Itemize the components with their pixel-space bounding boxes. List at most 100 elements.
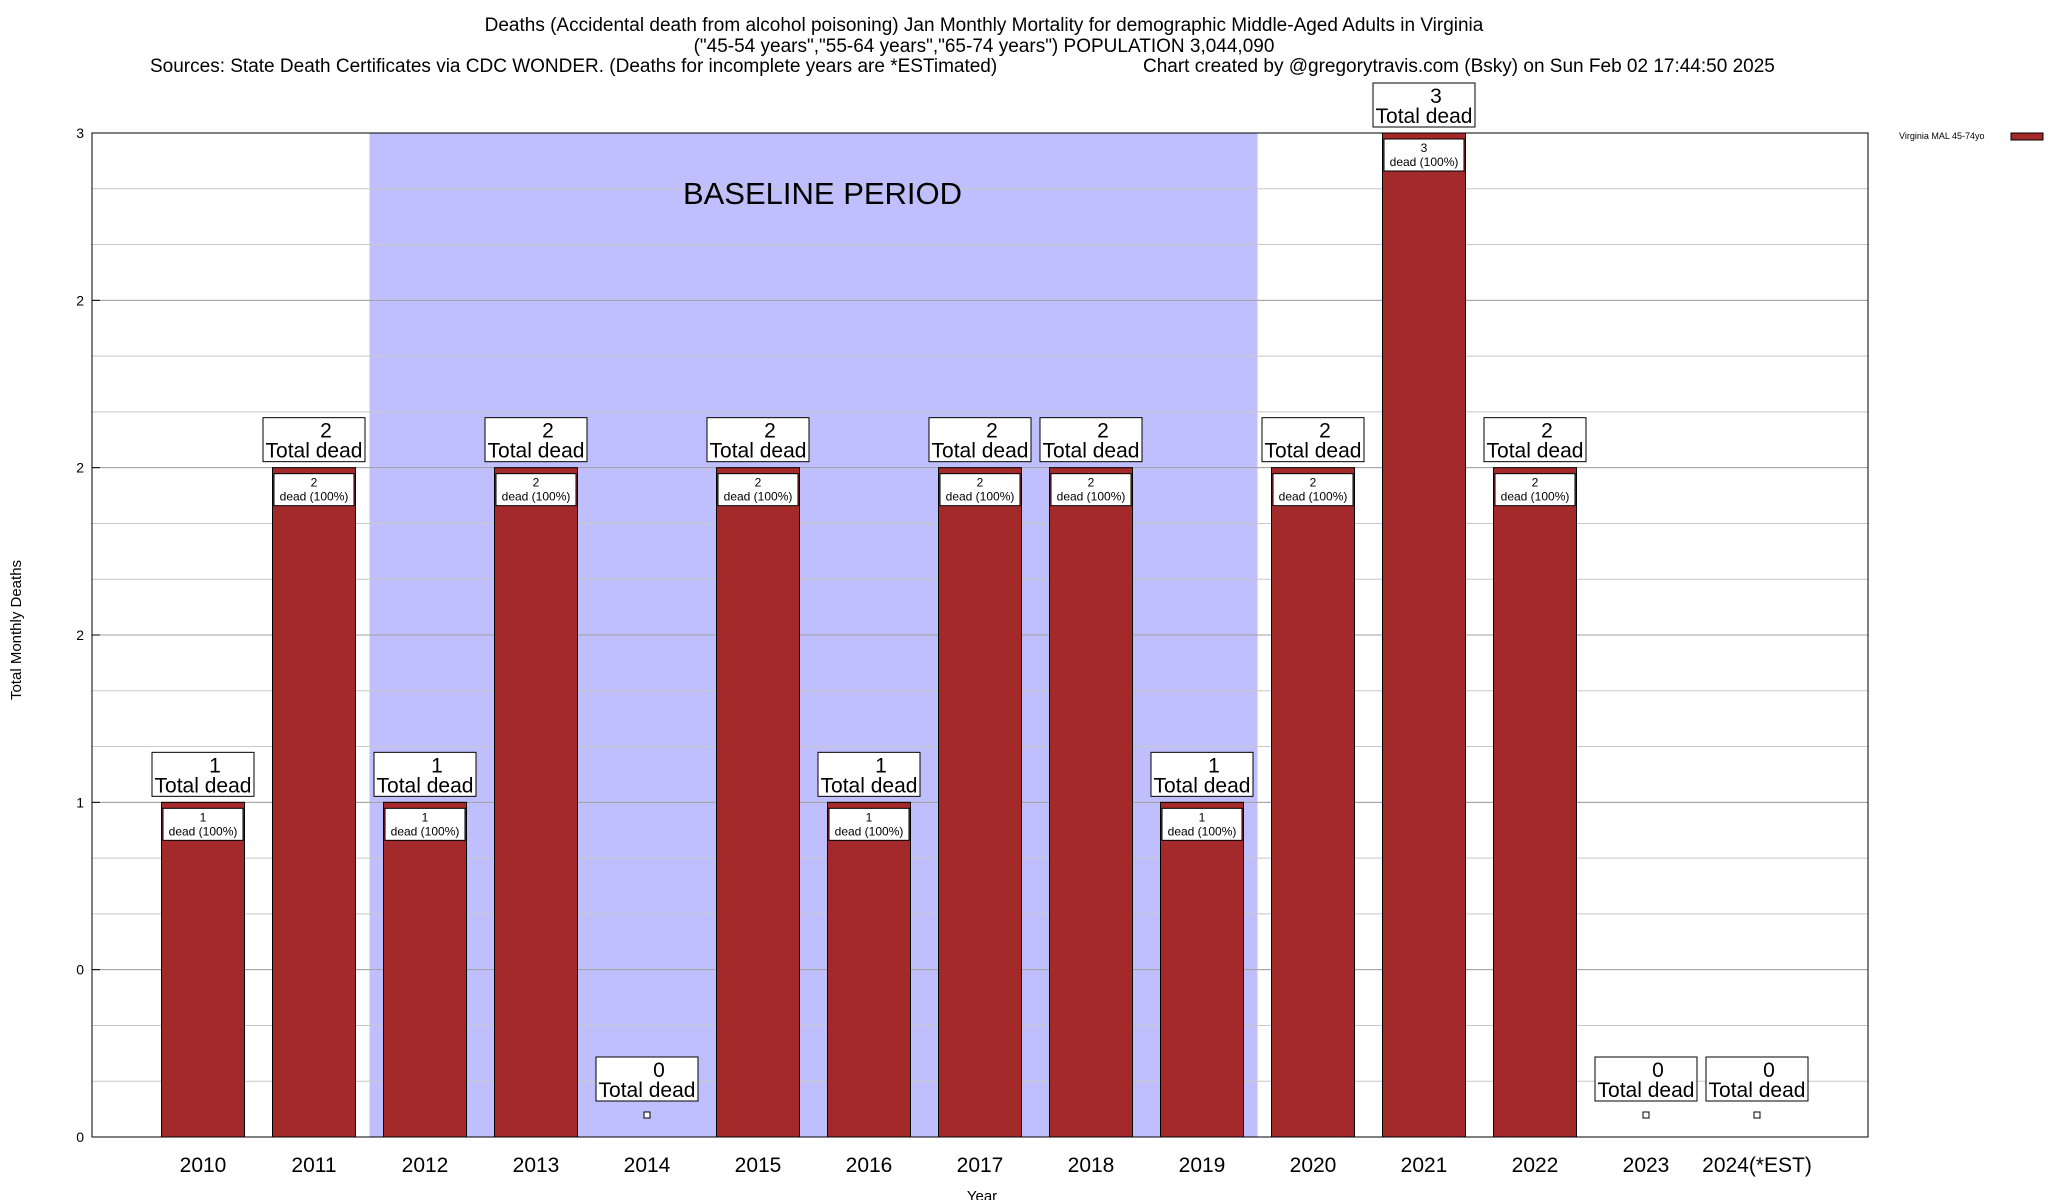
total-label-box <box>1150 751 1254 797</box>
inner-label-box <box>1050 473 1132 507</box>
inner-label-text: dead (100%) <box>1501 490 1570 504</box>
inner-label-text: dead (100%) <box>835 824 904 838</box>
bar <box>494 467 578 1138</box>
inner-label-count: 1 <box>422 810 429 824</box>
bar <box>161 801 245 1138</box>
inner-label-box <box>1161 807 1243 841</box>
inner-label-box <box>384 807 466 841</box>
bar <box>1049 467 1133 1138</box>
total-label-count: 2 <box>986 420 998 443</box>
inner-label-text: dead (100%) <box>724 490 793 504</box>
total-label-count: 2 <box>1541 420 1553 443</box>
x-tick-label: 2011 <box>291 1154 336 1177</box>
total-label-text: Total dead <box>377 774 474 797</box>
total-label-box <box>817 751 921 797</box>
zero-marker <box>1642 1111 1650 1119</box>
total-label-text: Total dead <box>1598 1079 1695 1102</box>
total-label-text: Total dead <box>599 1079 696 1102</box>
total-label-box <box>151 751 255 797</box>
x-tick-label: 2022 <box>1512 1154 1559 1177</box>
total-label-text: Total dead <box>710 440 807 463</box>
title-credit: Chart created by @gregorytravis.com (Bsk… <box>1143 56 1775 77</box>
inner-label-count: 2 <box>1310 476 1317 490</box>
baseline-period-label: BASELINE PERIOD <box>683 176 962 211</box>
total-label-text: Total dead <box>1709 1079 1806 1102</box>
bar <box>383 801 467 1138</box>
total-label-text: Total dead <box>1376 105 1473 128</box>
x-tick-label: 2019 <box>1179 1154 1226 1177</box>
inner-label-box <box>1272 473 1354 507</box>
y-tick-label: 3 <box>76 125 84 141</box>
inner-label-count: 2 <box>311 476 318 490</box>
bar <box>827 801 911 1138</box>
title-source: Sources: State Death Certificates via CD… <box>150 56 997 77</box>
total-label-box <box>262 417 366 463</box>
total-label-box <box>1705 1056 1809 1102</box>
total-label-box <box>1039 417 1143 463</box>
x-tick-label: 2010 <box>180 1154 227 1177</box>
total-label-text: Total dead <box>932 440 1029 463</box>
total-label-box <box>1372 82 1476 128</box>
bar <box>1160 801 1244 1138</box>
total-label-text: Total dead <box>821 774 918 797</box>
total-label-box <box>928 417 1032 463</box>
bar <box>1382 132 1466 1138</box>
x-tick-label: 2014 <box>624 1154 671 1177</box>
inner-label-text: dead (100%) <box>391 824 460 838</box>
x-tick-label: 2023 <box>1623 1154 1670 1177</box>
y-axis-label: Total Monthly Deaths <box>8 560 25 700</box>
inner-label-count: 2 <box>1088 476 1095 490</box>
total-label-text: Total dead <box>266 440 363 463</box>
inner-label-text: dead (100%) <box>1390 155 1459 169</box>
x-tick-label: 2017 <box>957 1154 1004 1177</box>
y-tick-label: 2 <box>76 460 84 476</box>
total-label-count: 1 <box>875 754 887 777</box>
x-tick-label: 2024(*EST) <box>1702 1154 1812 1177</box>
title-line-2: ("45-54 years","55-64 years","65-74 year… <box>694 36 1275 57</box>
total-label-text: Total dead <box>1265 440 1362 463</box>
inner-label-box <box>828 807 910 841</box>
total-label-box <box>1261 417 1365 463</box>
legend-swatch <box>2010 132 2044 141</box>
total-label-count: 2 <box>1319 420 1331 443</box>
inner-label-count: 2 <box>977 476 984 490</box>
total-label-count: 0 <box>653 1059 665 1082</box>
bar <box>272 467 356 1138</box>
total-label-count: 2 <box>542 420 554 443</box>
inner-label-count: 1 <box>200 810 207 824</box>
x-tick-label: 2012 <box>402 1154 449 1177</box>
total-label-box <box>1483 417 1587 463</box>
inner-label-count: 2 <box>533 476 540 490</box>
total-label-count: 0 <box>1652 1059 1664 1082</box>
y-tick-label: 0 <box>76 1129 84 1145</box>
total-label-box <box>706 417 810 463</box>
y-tick-label: 2 <box>76 627 84 643</box>
inner-label-text: dead (100%) <box>169 824 238 838</box>
inner-label-box <box>1494 473 1576 507</box>
x-axis-label: Year <box>967 1188 997 1200</box>
total-label-count: 1 <box>431 754 443 777</box>
inner-label-count: 3 <box>1421 141 1428 155</box>
inner-label-count: 2 <box>1532 476 1539 490</box>
inner-label-box <box>495 473 577 507</box>
total-label-count: 1 <box>1208 754 1220 777</box>
bar <box>716 467 800 1138</box>
total-label-count: 2 <box>764 420 776 443</box>
inner-label-box <box>162 807 244 841</box>
inner-label-text: dead (100%) <box>946 490 1015 504</box>
inner-label-text: dead (100%) <box>502 490 571 504</box>
